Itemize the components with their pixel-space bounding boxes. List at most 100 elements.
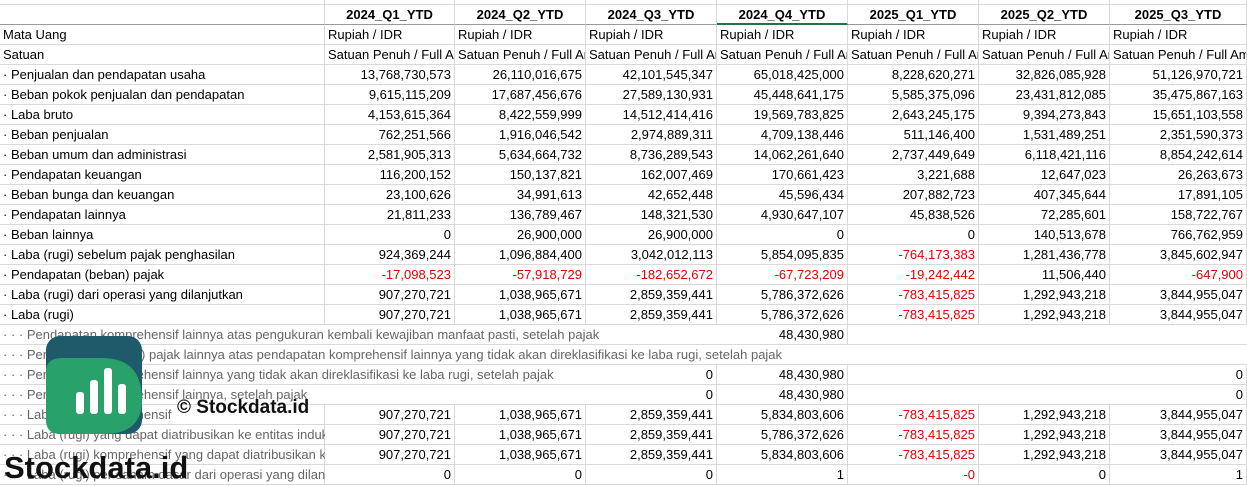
column-header: 2025_Q2_YTD xyxy=(979,5,1110,25)
value-cell: 3,844,955,047 xyxy=(1110,305,1247,325)
row-gap xyxy=(717,0,848,5)
label-cell-bg xyxy=(0,105,325,125)
value-cell: 0 xyxy=(979,465,1110,485)
value-cell: -17,098,523 xyxy=(325,265,455,285)
value-cell: 27,589,130,931 xyxy=(586,85,717,105)
value-cell: 0 xyxy=(848,225,979,245)
empty-cell xyxy=(979,365,1110,385)
value-cell: -783,415,825 xyxy=(848,285,979,305)
label-cell-bg xyxy=(0,205,325,225)
value-cell: 48,430,980 xyxy=(717,325,848,345)
value-cell: 45,596,434 xyxy=(717,185,848,205)
empty-cell xyxy=(325,365,455,385)
column-header: 2024_Q1_YTD xyxy=(325,5,455,25)
value-cell: 48,430,980 xyxy=(717,365,848,385)
empty-cell xyxy=(455,385,586,405)
value-cell: Satuan Penuh / Full Amount xyxy=(586,45,717,65)
label-cell-bg xyxy=(0,285,325,305)
row-label: · Penjualan dan pendapatan usaha xyxy=(3,67,206,82)
value-cell: 762,251,566 xyxy=(325,125,455,145)
value-cell: 21,811,233 xyxy=(325,205,455,225)
empty-cell xyxy=(586,325,717,345)
value-cell: Satuan Penuh / Full Amount xyxy=(717,45,848,65)
value-cell: 35,475,867,163 xyxy=(1110,85,1247,105)
value-cell: Rupiah / IDR xyxy=(717,25,848,45)
value-cell: Rupiah / IDR xyxy=(455,25,586,45)
value-cell: -783,415,825 xyxy=(848,445,979,465)
value-cell: 4,153,615,364 xyxy=(325,105,455,125)
label-cell-bg xyxy=(0,185,325,205)
column-header: 2025_Q3_YTD xyxy=(1110,5,1247,25)
label-cell-bg xyxy=(0,445,325,465)
value-cell: 23,431,812,085 xyxy=(979,85,1110,105)
value-cell: 1,281,436,778 xyxy=(979,245,1110,265)
value-cell: 162,007,469 xyxy=(586,165,717,185)
empty-cell xyxy=(455,365,586,385)
value-cell: 2,974,889,311 xyxy=(586,125,717,145)
value-cell: 170,661,423 xyxy=(717,165,848,185)
value-cell: 0 xyxy=(1110,365,1247,385)
value-cell: 6,118,421,116 xyxy=(979,145,1110,165)
row-gap xyxy=(848,0,979,5)
empty-cell xyxy=(325,385,455,405)
value-cell: 0 xyxy=(1110,385,1247,405)
value-cell: 3,844,955,047 xyxy=(1110,445,1247,465)
value-cell: 3,844,955,047 xyxy=(1110,405,1247,425)
row-label: Mata Uang xyxy=(3,27,67,42)
value-cell: 14,512,414,416 xyxy=(586,105,717,125)
row-gap xyxy=(586,0,717,5)
value-cell: 1,292,943,218 xyxy=(979,445,1110,465)
value-cell: 0 xyxy=(586,385,717,405)
value-cell: 34,991,613 xyxy=(455,185,586,205)
column-header: 2024_Q3_YTD xyxy=(586,5,717,25)
value-cell: 45,838,526 xyxy=(848,205,979,225)
value-cell: 1 xyxy=(717,465,848,485)
value-cell: 136,789,467 xyxy=(455,205,586,225)
value-cell: 15,651,103,558 xyxy=(1110,105,1247,125)
value-cell: 116,200,152 xyxy=(325,165,455,185)
value-cell: 150,137,821 xyxy=(455,165,586,185)
row-label: Satuan xyxy=(3,47,45,62)
label-cell-bg xyxy=(0,85,325,105)
row-label: · Laba (rugi) sebelum pajak penghasilan xyxy=(3,247,235,262)
value-cell: 0 xyxy=(586,465,717,485)
row-label: · · · Laba (rugi) per saham dasar dari o… xyxy=(3,467,325,482)
value-cell: 1,292,943,218 xyxy=(979,305,1110,325)
row-gap xyxy=(979,0,1110,5)
row-label: · · · Laba (rugi) yang dapat diatribusik… xyxy=(3,427,325,442)
empty-cell xyxy=(979,325,1110,345)
value-cell: -67,723,209 xyxy=(717,265,848,285)
value-cell: 5,786,372,626 xyxy=(717,305,848,325)
label-cell-bg xyxy=(0,225,325,245)
value-cell: -57,918,729 xyxy=(455,265,586,285)
value-cell: 2,859,359,441 xyxy=(586,425,717,445)
value-cell: 1,916,046,542 xyxy=(455,125,586,145)
empty-cell xyxy=(1110,325,1247,345)
value-cell: 407,345,644 xyxy=(979,185,1110,205)
value-cell: 48,430,980 xyxy=(717,385,848,405)
row-gap xyxy=(455,0,586,5)
column-header: 2024_Q2_YTD xyxy=(455,5,586,25)
value-cell: 148,321,530 xyxy=(586,205,717,225)
value-cell: -783,415,825 xyxy=(848,305,979,325)
value-cell: -783,415,825 xyxy=(848,405,979,425)
empty-cell xyxy=(717,345,848,365)
value-cell: 5,834,803,606 xyxy=(717,445,848,465)
value-cell: 3,042,012,113 xyxy=(586,245,717,265)
label-cell-bg xyxy=(0,265,325,285)
value-cell: -0 xyxy=(848,465,979,485)
row-label: · · · Laba (rugi) komprehensif yang dapa… xyxy=(3,447,325,462)
value-cell: 1,038,965,671 xyxy=(455,305,586,325)
row-gap xyxy=(325,0,455,5)
label-cell-bg xyxy=(0,245,325,265)
value-cell: 1,292,943,218 xyxy=(979,425,1110,445)
value-cell: -182,652,672 xyxy=(586,265,717,285)
corner-cell xyxy=(0,5,325,25)
row-label: · · · Laba (rugi) komprehensif xyxy=(3,407,172,422)
empty-cell xyxy=(1110,345,1247,365)
value-cell: 14,062,261,640 xyxy=(717,145,848,165)
empty-cell xyxy=(979,385,1110,405)
column-header: 2025_Q1_YTD xyxy=(848,5,979,25)
label-cell-bg xyxy=(0,145,325,165)
value-cell: 19,569,783,825 xyxy=(717,105,848,125)
